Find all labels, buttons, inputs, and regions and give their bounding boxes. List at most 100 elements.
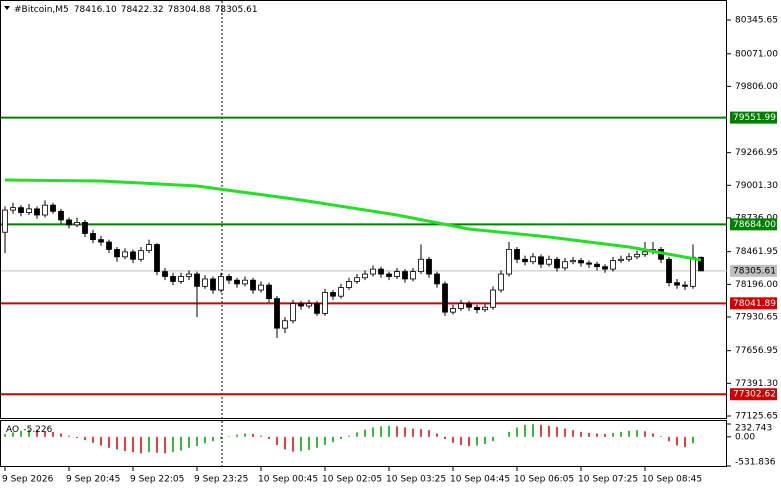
ao-title: AO: [6, 425, 19, 435]
candle-body: [594, 263, 600, 268]
candle-body: [634, 253, 640, 258]
candle-body: [226, 276, 232, 281]
y-tick-label: 78461.95: [735, 247, 778, 257]
candle-body: [282, 320, 288, 329]
candle-body: [50, 204, 56, 212]
x-tick-label: 9 Sep 20:45: [66, 475, 120, 485]
x-tick-label: 10 Sep 04:45: [450, 475, 510, 485]
candle-body: [498, 273, 504, 291]
x-tick-label: 10 Sep 07:25: [578, 475, 638, 485]
candle-body: [418, 258, 424, 272]
candle-body: [610, 260, 616, 270]
x-tick-label: 10 Sep 08:45: [642, 475, 702, 485]
candle-body: [466, 303, 472, 308]
candle-body: [626, 256, 632, 260]
candle-body: [178, 276, 184, 282]
y-tick-label: 79806.00: [735, 82, 778, 92]
x-tick-label: 9 Sep 22:05: [130, 475, 184, 485]
candle-body: [586, 262, 592, 265]
candle-body: [2, 209, 8, 233]
x-tick-label: 10 Sep 02:05: [322, 475, 382, 485]
candle-body: [354, 277, 360, 282]
level-label: 78041.89: [733, 299, 776, 309]
candle-body: [442, 283, 448, 313]
candle-body: [578, 260, 584, 264]
candle-body: [482, 306, 488, 311]
candle-body: [186, 273, 192, 277]
candle-body: [202, 278, 208, 287]
y-tick-label: 77656.95: [735, 346, 778, 356]
x-tick-label: 10 Sep 03:25: [386, 475, 446, 485]
ticks: 80345.65 80071.00 79806.00 79266.95 79001.30…: [2, 16, 778, 485]
candle-body: [338, 287, 344, 297]
candle-body: [490, 289, 496, 308]
candle-body: [10, 207, 16, 211]
candle-body: [274, 298, 280, 329]
ao-panel: [0, 420, 727, 467]
candle-body: [210, 278, 216, 291]
last-price-label: 78305.61: [733, 266, 776, 276]
x-tick-label: 9 Sep 23:25: [194, 475, 248, 485]
candle-body: [666, 258, 672, 284]
level-label: 78684.00: [733, 220, 776, 230]
candle-body: [258, 284, 264, 291]
candle-body: [74, 221, 80, 226]
low-label: 78304.88: [168, 5, 211, 15]
level-label-box: [730, 297, 777, 310]
candle-body: [154, 244, 160, 272]
candle-body: [330, 292, 336, 297]
candle-body: [426, 258, 432, 275]
candle-body: [306, 303, 312, 307]
x-tick-label: 9 Sep 2026: [2, 475, 54, 485]
candle-body: [642, 251, 648, 255]
candle-body: [402, 271, 408, 280]
level-label-box: [730, 388, 777, 401]
candle-body: [58, 210, 64, 221]
candle-body: [370, 268, 376, 275]
symbol: #Bitcoin,M5: [14, 5, 69, 15]
candle-body: [538, 256, 544, 265]
candle-body: [138, 250, 144, 260]
y-tick-label: 77125.65: [735, 412, 778, 422]
menu-icon[interactable]: [4, 6, 10, 10]
candle-body: [322, 292, 328, 314]
candle-body: [554, 258, 560, 269]
candle-body: [434, 273, 440, 285]
ao-y-tick-label: -531.836: [735, 458, 776, 468]
y-tick-label: 80071.00: [735, 49, 778, 59]
candle-body: [194, 273, 200, 287]
candle-body: [602, 266, 608, 270]
candle-body: [410, 271, 416, 280]
candle-body: [234, 279, 240, 285]
level-label-box: [730, 218, 777, 231]
candle-body: [386, 273, 392, 277]
level-label: 77302.62: [733, 390, 776, 400]
candle-body: [698, 256, 704, 272]
candle-body: [170, 276, 176, 282]
y-tick-label: 79266.95: [735, 148, 778, 158]
candle-body: [394, 271, 400, 277]
candle-body: [298, 303, 304, 307]
candle-body: [162, 271, 168, 277]
candle-body: [562, 261, 568, 269]
candle-body: [514, 249, 520, 260]
candle-body: [18, 207, 24, 213]
y-tick-label: 77930.65: [735, 313, 778, 323]
chart-header: #Bitcoin,M5 78416.10 78422.32 78304.88 78305…: [14, 5, 258, 15]
ao-y-tick-label: 0.00: [735, 432, 755, 442]
candle-body: [346, 281, 352, 288]
close-label: 78305.61: [215, 5, 258, 15]
candle-body: [266, 284, 272, 300]
candle-body: [690, 256, 696, 287]
candle-body: [458, 303, 464, 309]
candle-body: [82, 221, 88, 234]
last-price-box: [730, 264, 777, 277]
y-tick-label: 78196.00: [735, 280, 778, 290]
ao-y-tick-label: 232.743: [735, 424, 772, 434]
candle-body: [530, 256, 536, 263]
candle-body: [474, 306, 480, 311]
candle-body: [66, 219, 72, 226]
candle-body: [674, 282, 680, 286]
